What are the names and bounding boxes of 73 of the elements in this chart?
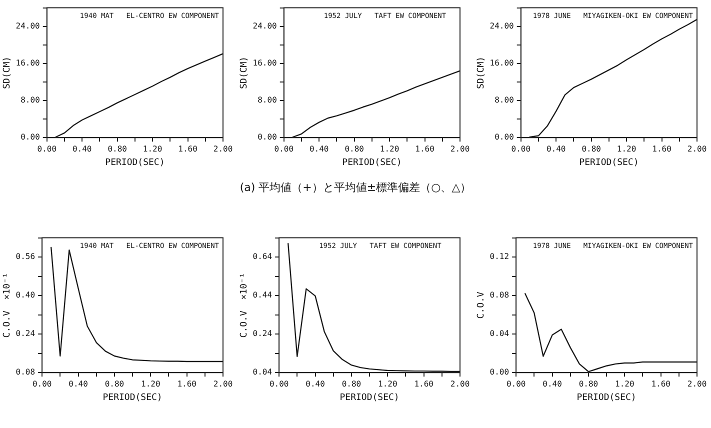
y-axis-title: SD(CM) (2, 56, 13, 89)
x-tick-label: 1.20 (140, 379, 160, 388)
x-tick-label: 2.00 (450, 144, 470, 154)
x-tick-label: 2.00 (687, 144, 707, 154)
x-tick-label: 1.60 (415, 144, 435, 154)
x-tick-label: 0.40 (546, 144, 566, 154)
x-tick-label: 1.20 (614, 379, 634, 388)
x-tick-label: 0.40 (306, 379, 326, 388)
y-tick-label: 0.24 (252, 329, 272, 338)
x-tick-label: 2.00 (687, 379, 707, 388)
x-tick-label: 2.00 (450, 379, 470, 388)
x-tick-label: 0.80 (342, 379, 362, 388)
x-tick-label: 1.20 (378, 379, 398, 388)
y-tick-label: 0.12 (490, 252, 510, 262)
y-tick-label: 16.00 (490, 58, 514, 68)
x-tick-label: 0.40 (309, 144, 329, 154)
text: (a) 平均値（+）と平均値±標準偏差（○、△） (240, 181, 472, 194)
y-tick-label: 24.00 (252, 21, 278, 30)
x-axis-title: PERIOD(SEC) (579, 158, 639, 168)
y-tick-label: 0.24 (16, 329, 36, 338)
x-tick-label: 1.20 (616, 144, 636, 154)
x-tick-label: 0.00 (274, 144, 294, 154)
x-axis-title: PERIOD(SEC) (340, 392, 400, 403)
x-tick-label: 0.00 (37, 144, 57, 154)
x-axis-title: PERIOD(SEC) (576, 392, 636, 403)
y-tick-label: 0.00 (258, 132, 278, 142)
y-tick-label: 0.08 (16, 368, 36, 377)
x-tick-label: 1.60 (178, 144, 198, 154)
y-tick-label: 0.00 (494, 132, 514, 142)
x-tick-label: 0.00 (269, 379, 289, 388)
x-axis-title: PERIOD(SEC) (342, 158, 402, 168)
x-tick-label: 0.00 (32, 379, 52, 388)
y-axis-title: C.O.V ×10⁻¹ (2, 272, 13, 338)
y-tick-label: 8.00 (20, 96, 40, 105)
x-tick-label: 0.80 (344, 144, 364, 154)
y-tick-label: 0.64 (252, 252, 272, 262)
y-tick-label: 24.00 (490, 21, 514, 30)
y-tick-label: 0.00 (20, 132, 40, 142)
x-tick-label: 0.80 (578, 379, 598, 388)
x-tick-label: 1.60 (177, 379, 197, 388)
x-axis-title: PERIOD(SEC) (102, 392, 162, 403)
x-tick-label: 1.20 (380, 144, 400, 154)
y-tick-label: 16.00 (252, 58, 278, 68)
x-axis-title: PERIOD(SEC) (105, 158, 165, 168)
y-axis-title: SD(CM) (240, 56, 250, 89)
x-tick-label: 1.60 (414, 379, 434, 388)
y-tick-label: 0.04 (490, 329, 510, 338)
y-tick-label: 24.00 (16, 21, 40, 30)
y-axis-title: C.O.V (476, 291, 487, 319)
y-tick-label: 0.40 (16, 290, 36, 300)
y-tick-label: 8.00 (258, 96, 278, 105)
x-tick-label: 0.40 (542, 379, 562, 388)
y-axis-title: SD(CM) (476, 56, 487, 89)
x-tick-label: 0.80 (108, 144, 128, 154)
x-tick-label: 1.60 (652, 144, 672, 154)
x-tick-label: 2.00 (213, 144, 233, 154)
y-tick-label: 0.04 (252, 368, 272, 377)
x-tick-label: 0.00 (511, 144, 531, 154)
y-tick-label: 0.00 (490, 368, 510, 377)
x-tick-label: 0.40 (68, 379, 88, 388)
x-tick-label: 1.60 (651, 379, 671, 388)
x-tick-label: 2.00 (213, 379, 233, 388)
x-tick-label: 0.80 (104, 379, 124, 388)
y-tick-label: 8.00 (494, 96, 514, 105)
y-axis-title: C.O.V ×10⁻¹ (240, 272, 250, 338)
x-tick-label: 0.00 (506, 379, 526, 388)
x-tick-label: 1.20 (142, 144, 162, 154)
y-tick-label: 0.44 (252, 290, 272, 300)
y-tick-label: 0.08 (490, 290, 510, 300)
y-tick-label: 0.56 (16, 252, 36, 262)
x-tick-label: 0.40 (72, 144, 92, 154)
y-tick-label: 16.00 (16, 58, 40, 68)
x-tick-label: 0.80 (582, 144, 602, 154)
